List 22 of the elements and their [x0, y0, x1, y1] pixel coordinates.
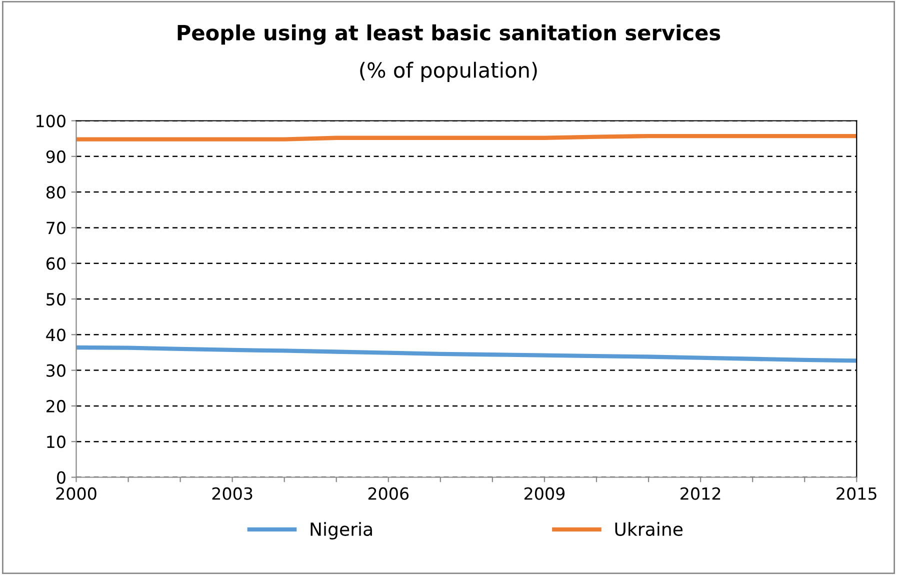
legend-label: Ukraine — [615, 522, 683, 536]
y-tick-label: 30 — [46, 364, 66, 377]
y-tick-label: 90 — [46, 150, 66, 163]
y-tick-label: 100 — [36, 114, 66, 128]
line-series — [76, 345, 857, 363]
x-tick-label: 2006 — [368, 487, 409, 500]
x-tick-label: 2012 — [680, 487, 720, 500]
y-tick-label: 20 — [46, 400, 66, 413]
chart-subtitle: (% of population) — [360, 62, 537, 82]
y-tick-label: 60 — [46, 257, 66, 270]
x-tick-label: 2009 — [524, 487, 565, 500]
legend-label: Nigeria — [310, 522, 372, 540]
y-tick-label: 70 — [46, 222, 66, 234]
x-tick-label: 2000 — [56, 487, 96, 500]
y-tick-label: 40 — [46, 328, 66, 342]
y-tick-label: 80 — [46, 186, 66, 199]
y-tick-label: 50 — [46, 292, 66, 306]
chart-title: People using at least basic sanitation services — [178, 24, 720, 45]
x-tick-label: 2015 — [836, 487, 876, 500]
x-tick-label: 2003 — [212, 487, 252, 500]
y-tick-label: 10 — [47, 436, 66, 448]
y-tick-label: 0 — [57, 471, 66, 484]
